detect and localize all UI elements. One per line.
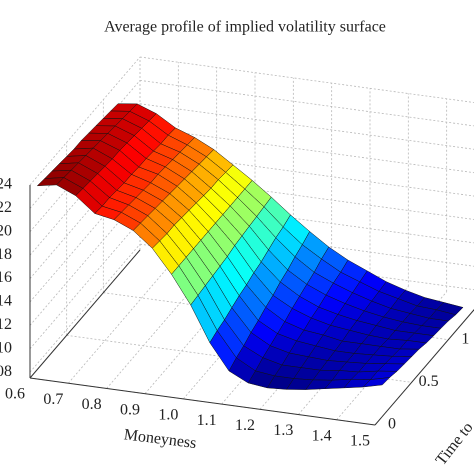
axis-edge bbox=[29, 249, 141, 379]
axis-edge bbox=[29, 377, 376, 426]
z-tick-label: 0.20 bbox=[0, 222, 12, 239]
x-tick-label: 0.8 bbox=[82, 396, 102, 413]
x-tick-label: 0.9 bbox=[120, 401, 140, 418]
x-tick-label: 1.3 bbox=[273, 422, 293, 439]
grid-line bbox=[68, 254, 179, 384]
z-tick-label: 0.12 bbox=[0, 316, 12, 333]
z-tick-label: 0.08 bbox=[0, 363, 12, 380]
surface-face bbox=[362, 377, 390, 388]
y-tick-label: 1 bbox=[461, 330, 469, 347]
grid-line bbox=[29, 243, 141, 373]
z-tick-label: 0.22 bbox=[0, 199, 12, 216]
grid-line bbox=[139, 79, 474, 127]
x-tick-label: 0.6 bbox=[5, 386, 25, 403]
x-tick-label: 0.7 bbox=[43, 391, 63, 408]
y-tick-label: 0.5 bbox=[419, 373, 439, 390]
x-tick-label: 1.5 bbox=[350, 433, 370, 450]
x-tick-label: 1.4 bbox=[312, 427, 332, 444]
y-axis-label: Time to bbox=[433, 419, 474, 469]
z-tick-label: 0.18 bbox=[0, 246, 12, 263]
z-tick-label: 0.16 bbox=[0, 269, 12, 286]
x-tick-label: 1.1 bbox=[197, 412, 217, 429]
x-axis-label: Moneyness bbox=[123, 426, 197, 452]
axis-edge bbox=[374, 309, 474, 426]
grid-line bbox=[139, 56, 474, 103]
z-tick-label: 0.24 bbox=[0, 176, 12, 193]
grid-line bbox=[29, 220, 141, 350]
x-tick-label: 1.2 bbox=[235, 417, 255, 434]
z-tick-label: 0.10 bbox=[0, 339, 12, 356]
x-tick-label: 1.0 bbox=[158, 407, 178, 424]
grid-line bbox=[29, 56, 141, 186]
z-tick-label: 0.14 bbox=[0, 293, 12, 310]
y-tick-label: 0 bbox=[388, 416, 396, 433]
chart-title: Average profile of implied volatility su… bbox=[104, 19, 386, 36]
